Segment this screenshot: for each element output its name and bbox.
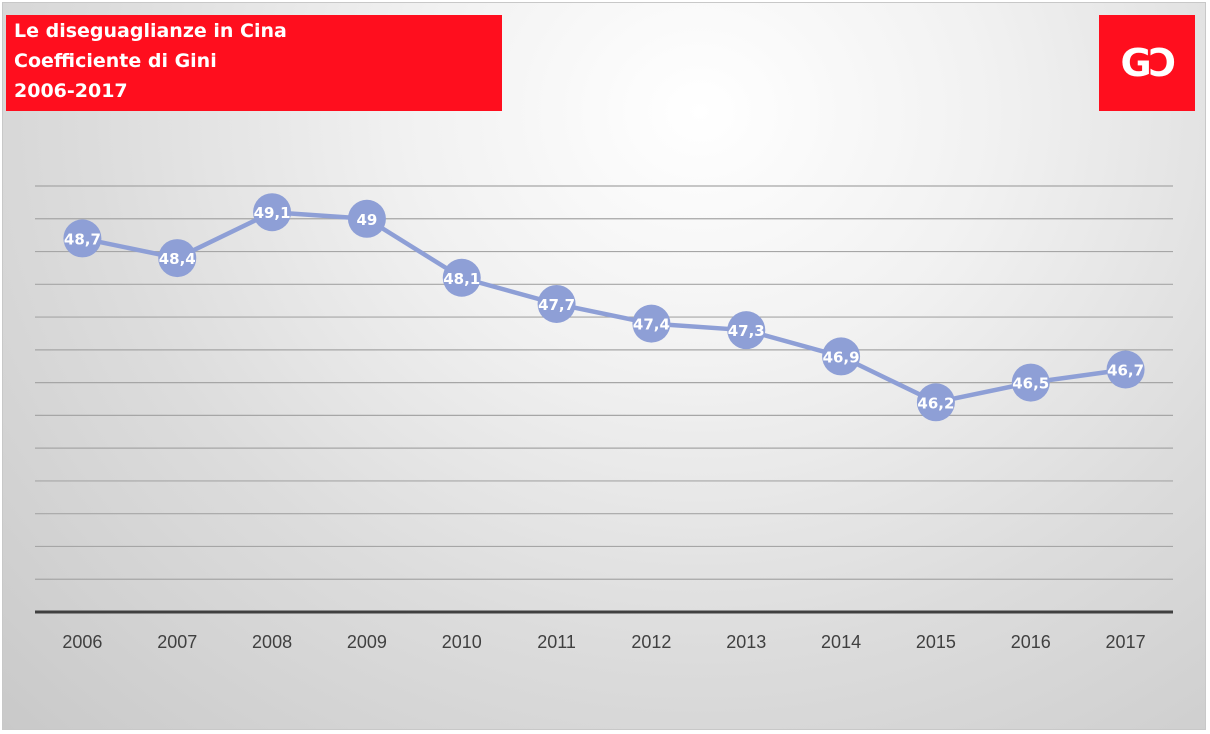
series-line: [80, 209, 1128, 405]
x-tick-label: 2011: [537, 632, 576, 652]
data-label: 47,7: [538, 296, 575, 314]
x-tick-label: 2008: [252, 632, 292, 652]
data-point: [442, 258, 481, 297]
data-point: [63, 219, 102, 258]
data-label: 49,1: [254, 204, 291, 222]
x-tick-label: 2015: [916, 632, 956, 652]
title-banner: Le diseguaglianze in Cina Coefficiente d…: [6, 15, 502, 111]
data-label: 48,4: [159, 250, 196, 268]
data-point: [1011, 363, 1050, 402]
data-label: 48,1: [443, 270, 480, 288]
x-tick-label: 2009: [347, 632, 387, 652]
data-point: [158, 239, 197, 278]
data-label: 46,7: [1107, 362, 1144, 380]
data-point: [537, 284, 576, 323]
data-point: [347, 199, 386, 238]
chart-title-line-2: Coefficiente di Gini: [14, 50, 217, 72]
brand-logo-text: GƆ: [1120, 41, 1176, 85]
data-point: [822, 337, 861, 376]
x-tick-label: 2012: [631, 632, 671, 652]
x-tick-label: 2013: [726, 632, 766, 652]
data-point: [916, 383, 955, 422]
data-label: 48,7: [64, 230, 101, 248]
data-point: [253, 193, 292, 232]
data-label: 49: [356, 211, 377, 229]
data-label: 46,9: [823, 348, 860, 366]
data-point: [727, 311, 766, 350]
brand-logo: GƆ: [1099, 15, 1195, 111]
data-point: [1106, 350, 1145, 389]
chart-title-line-1: Le diseguaglianze in Cina: [14, 20, 287, 42]
x-tick-label: 2017: [1106, 632, 1146, 652]
x-tick-label: 2010: [442, 632, 482, 652]
data-label: 46,2: [917, 394, 954, 412]
data-label: 47,4: [633, 316, 670, 334]
x-tick-label: 2006: [62, 632, 102, 652]
chart-title-line-3: 2006-2017: [14, 80, 128, 102]
data-label: 46,5: [1012, 375, 1049, 393]
gini-line-chart: 2006 2007 2008 2009 2010 2011 2012 2013 2014 2015…: [35, 185, 1173, 652]
x-tick-label: 2016: [1011, 632, 1051, 652]
data-label: 47,3: [728, 322, 765, 340]
x-tick-label: 2014: [821, 632, 861, 652]
data-point: [632, 304, 671, 343]
x-tick-label: 2007: [157, 632, 197, 652]
